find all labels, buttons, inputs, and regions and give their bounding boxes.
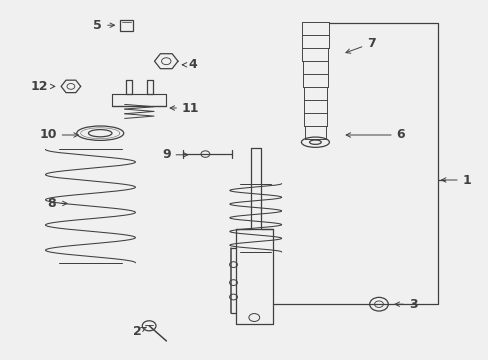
Text: 4: 4 bbox=[182, 58, 197, 71]
Text: 5: 5 bbox=[93, 19, 114, 32]
Text: 11: 11 bbox=[170, 102, 199, 114]
Text: 8: 8 bbox=[47, 197, 67, 210]
Text: 7: 7 bbox=[345, 37, 375, 53]
Text: 12: 12 bbox=[30, 80, 55, 93]
Text: 9: 9 bbox=[162, 148, 187, 161]
Bar bbox=[120, 20, 132, 31]
Text: 1: 1 bbox=[441, 174, 470, 186]
Text: 10: 10 bbox=[39, 129, 78, 141]
Text: 2: 2 bbox=[132, 325, 146, 338]
Text: 6: 6 bbox=[346, 129, 405, 141]
Text: 3: 3 bbox=[394, 298, 417, 311]
